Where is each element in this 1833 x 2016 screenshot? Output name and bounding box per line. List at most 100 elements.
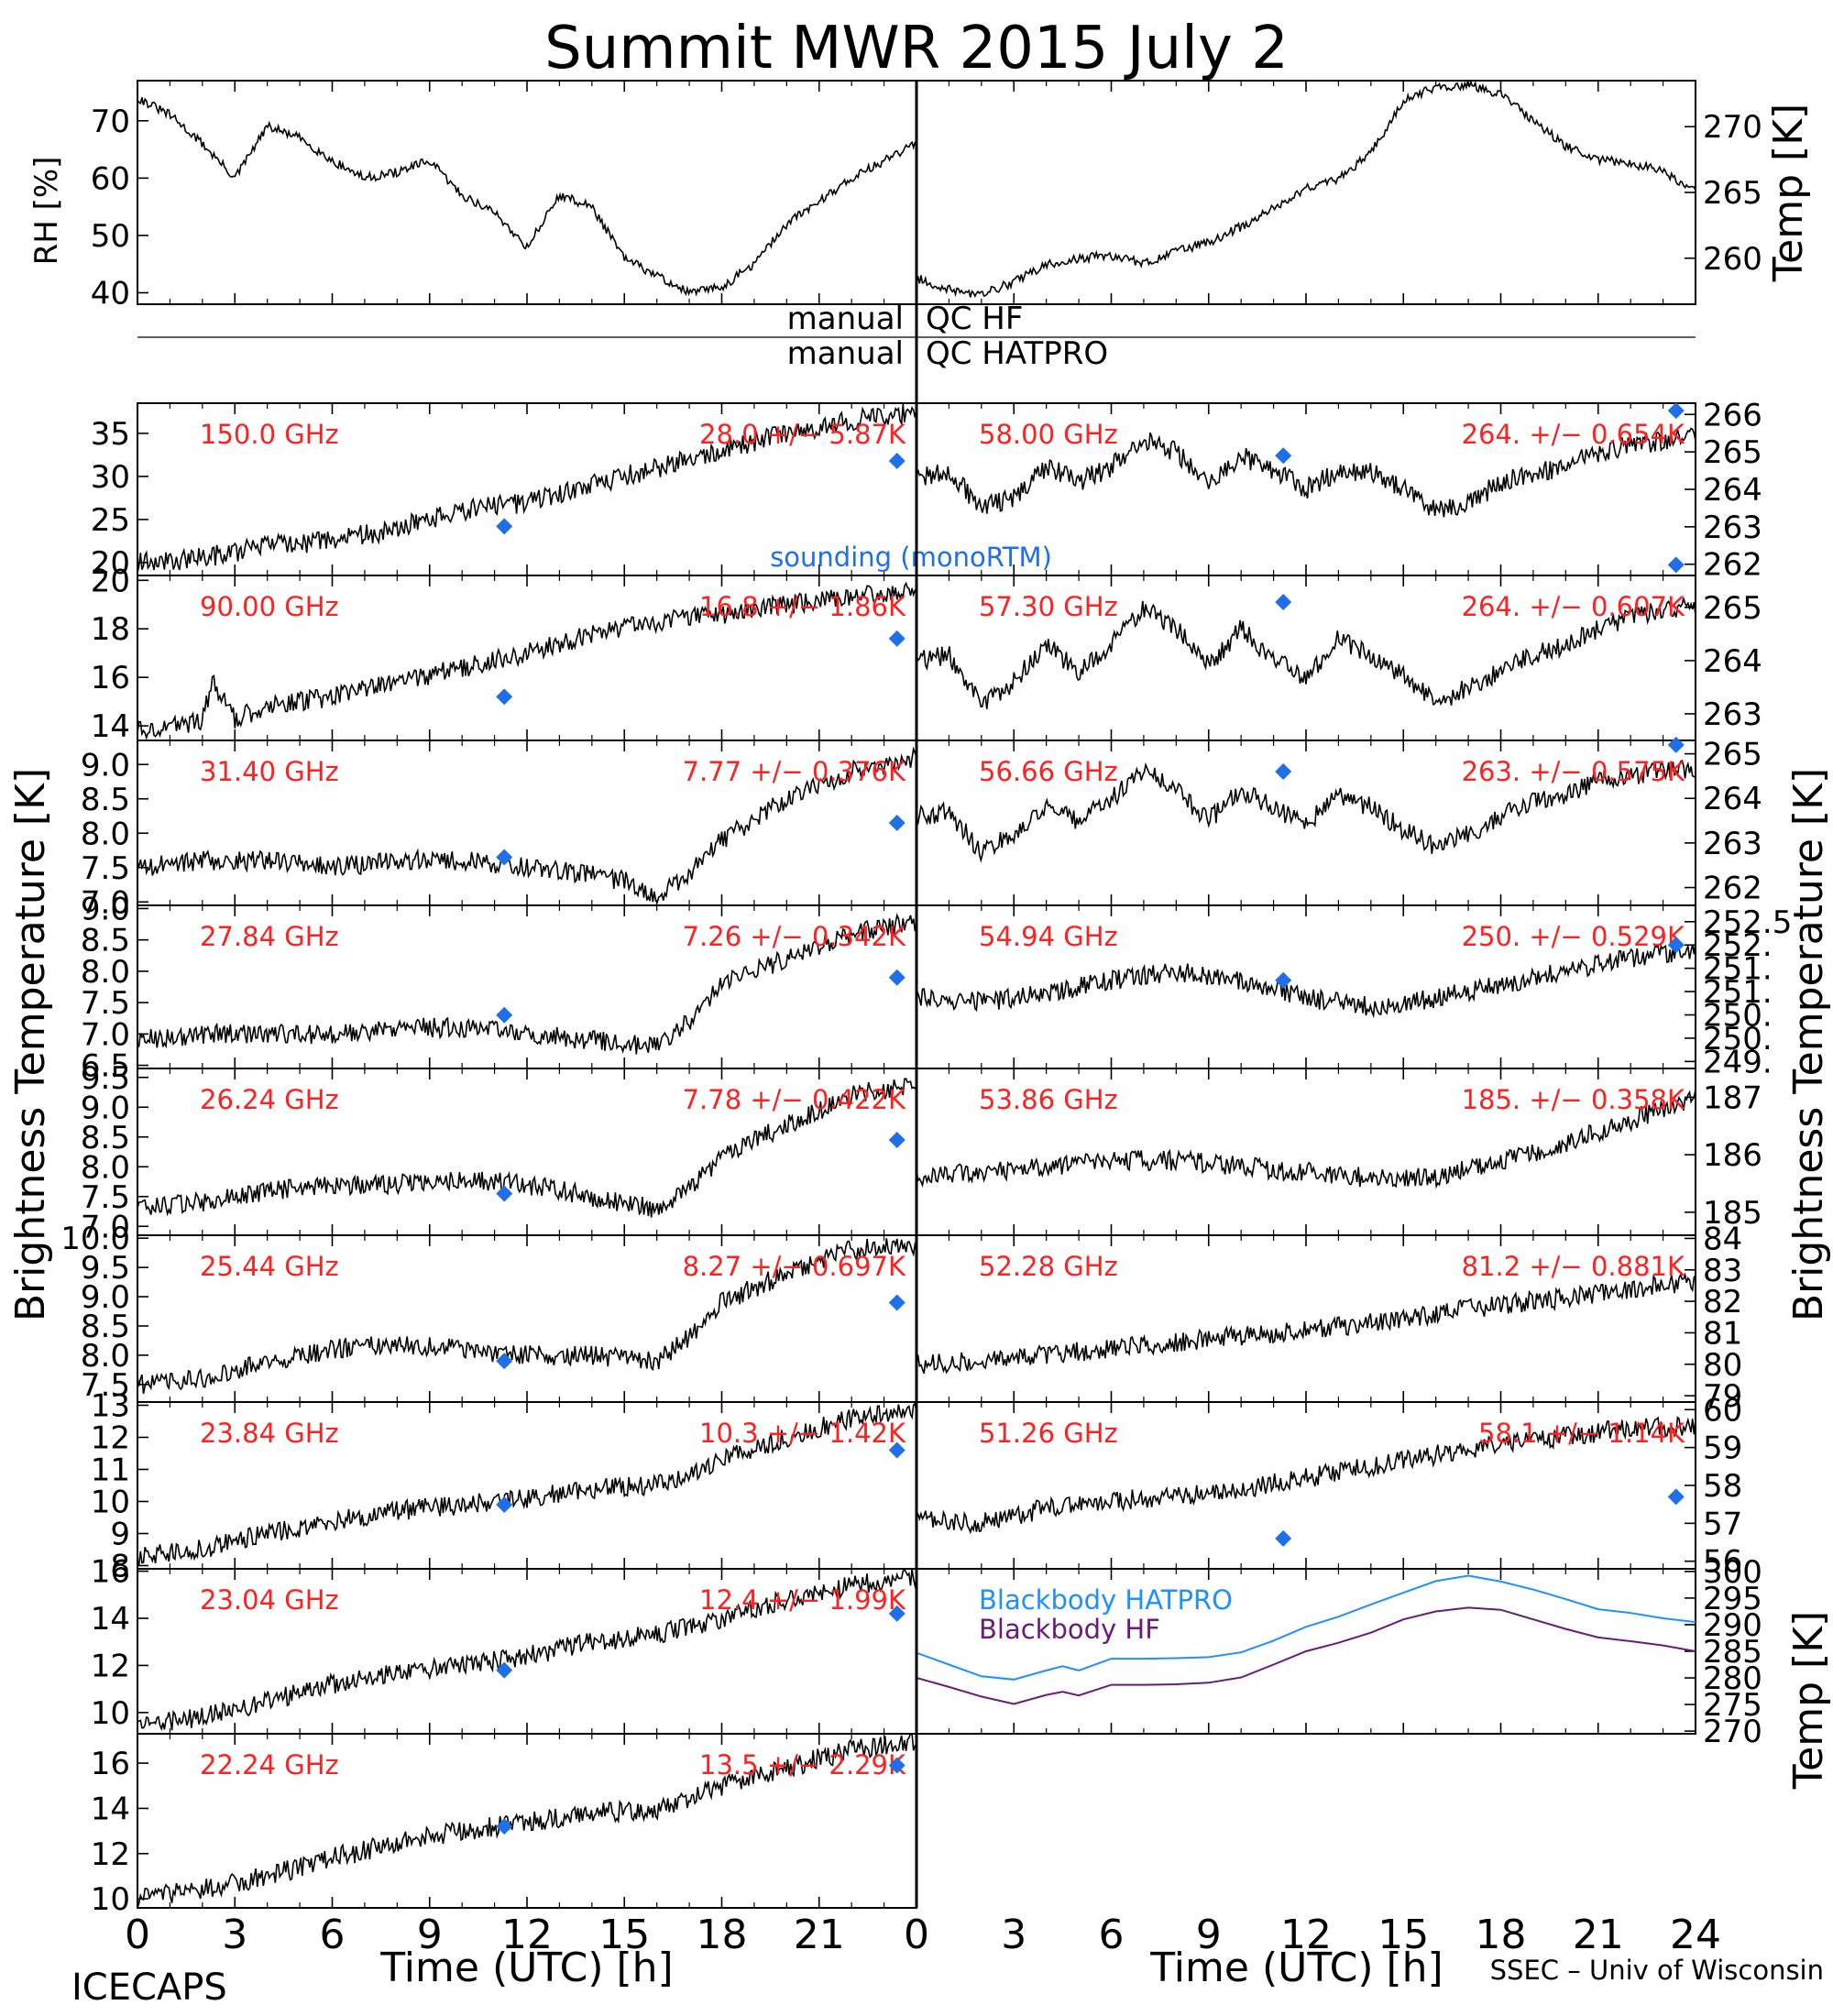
panel-13-trace (916, 759, 1696, 863)
panel-2-sounding-marker (496, 518, 513, 535)
panel-4-sounding-marker (496, 849, 513, 866)
panel-4-ytick-label: 8.5 (81, 782, 130, 818)
panel-10-ytick-label: 14 (91, 1791, 130, 1827)
x-tick-label: 15 (598, 1912, 650, 1958)
panel-12-stat-label: 264. +/− 0.607K (1462, 591, 1685, 622)
panel-10-ytick-label: 12 (91, 1836, 130, 1873)
panel-15-ytick-label: 185 (1703, 1195, 1762, 1232)
panel-5-sounding-marker (496, 1006, 513, 1024)
panel-7-ytick-label: 9.0 (81, 1279, 130, 1316)
panel-6-ytick-label: 9.5 (81, 1060, 130, 1097)
blackbody-series-1 (916, 1606, 1696, 1705)
panel-10-stat-label: 13.5 +/− 2.29K (699, 1749, 906, 1780)
panel-9-freq-label: 23.04 GHz (200, 1584, 339, 1616)
panel-1-ytick-label: 265 (1703, 175, 1762, 212)
panel-3-sounding-marker (888, 630, 906, 647)
panel-5-trace (137, 913, 917, 1055)
panel-12-ytick-label: 264 (1703, 643, 1762, 680)
panel-8-trace (137, 1401, 917, 1566)
panel-17-ytick-label: 59 (1703, 1430, 1742, 1467)
panel-0-frame (137, 80, 917, 305)
panel-5-ytick-label: 7.5 (81, 985, 130, 1022)
panel-9-stat-label: 12.4 +/− 1.99K (699, 1584, 906, 1616)
panel-9-ytick-label: 16 (91, 1554, 130, 1591)
panel-4-trace (137, 746, 917, 904)
x-tick-label: 18 (1476, 1912, 1527, 1958)
panel-17-ytick-label: 60 (1703, 1392, 1742, 1429)
x-tick-label: 24 (1670, 1912, 1721, 1958)
panel-14-ytick-label: 251. (1703, 951, 1773, 988)
panel-14-sounding-marker (1275, 971, 1292, 989)
panel-3-ytick-label: 18 (91, 611, 130, 648)
panel-7-ytick-label: 7.5 (81, 1367, 130, 1404)
panel-2-ytick-label: 30 (91, 459, 130, 496)
panel-4-freq-label: 31.40 GHz (200, 756, 339, 787)
panel-2-sounding-marker (888, 452, 906, 469)
temp-bb-axis-title: Temp [K] (1785, 1611, 1832, 1790)
panel-1-trace (916, 79, 1696, 299)
panel-8-freq-label: 23.84 GHz (200, 1418, 339, 1449)
panel-7-ytick-label: 9.5 (81, 1250, 130, 1287)
panel-8-ytick-label: 13 (91, 1388, 130, 1425)
qc-hatpro-left-label: manual (787, 335, 904, 372)
panel-13-sounding-marker (1275, 763, 1292, 781)
panel-5-ytick-label: 8.5 (81, 923, 130, 959)
panel-18-ytick-label: 275 (1703, 1687, 1762, 1724)
qc-hatpro-right-label: QC HATPRO (926, 335, 1108, 372)
panel-10-ytick-label: 16 (91, 1746, 130, 1782)
panel-4-sounding-marker (888, 815, 906, 831)
x-tick-label: 0 (125, 1912, 150, 1958)
panel-18-ytick-label: 270 (1703, 1714, 1762, 1750)
right-bt-axis-title: Brightness Temperature [K] (1785, 768, 1832, 1321)
panel-3-freq-label: 90.00 GHz (200, 591, 339, 622)
panel-0-ytick-label: 40 (91, 275, 130, 312)
panel-15-ytick-label: 187 (1703, 1079, 1762, 1116)
panel-6-sounding-marker (888, 1132, 906, 1148)
panel-5-ytick-label: 6.5 (81, 1048, 130, 1085)
panel-6-ytick-label: 9.0 (81, 1090, 130, 1126)
panel-4-ytick-label: 9.0 (81, 747, 130, 783)
panel-5-sounding-marker (888, 969, 906, 986)
panel-8-ytick-label: 9 (110, 1517, 130, 1553)
panel-5-ytick-label: 9.0 (81, 891, 130, 927)
panel-7-stat-label: 8.27 +/− 0.697K (683, 1251, 906, 1282)
panel-7-sounding-marker (888, 1294, 906, 1311)
x-tick-label: 3 (1001, 1912, 1026, 1958)
panel-2-stat-label: 28.0 +/− 5.87K (699, 419, 906, 450)
panel-16-stat-label: 81.2 +/− 0.881K (1462, 1251, 1685, 1282)
panel-12-trace (916, 597, 1696, 709)
panel-8-ytick-label: 11 (91, 1452, 130, 1489)
panel-17-stat-label: 58.1 +/− 1.14K (1478, 1418, 1685, 1449)
panel-3-ytick-label: 20 (91, 563, 130, 599)
panel-15-freq-label: 53.86 GHz (979, 1084, 1118, 1115)
panel-12-ytick-label: 265 (1703, 590, 1762, 627)
panel-2-freq-label: 150.0 GHz (200, 419, 339, 450)
panel-15-trace (916, 1089, 1696, 1189)
panel-6-sounding-marker (496, 1185, 513, 1202)
panel-11-sounding-marker (1275, 447, 1292, 465)
legend-entry-1: Blackbody HF (979, 1614, 1160, 1645)
panel-3-sounding-marker (496, 688, 513, 706)
panel-9-sounding-marker (496, 1661, 513, 1679)
panel-9-sounding-marker (888, 1605, 906, 1622)
panel-14-ytick-label: 250. (1703, 1021, 1773, 1057)
panel-9-ytick-label: 10 (91, 1695, 130, 1732)
panel-2-trace (137, 403, 917, 574)
panel-7-ytick-label: 8.0 (81, 1338, 130, 1375)
panel-13-stat-label: 263. +/− 0.575K (1462, 756, 1685, 787)
x-tick-label: 9 (1196, 1912, 1222, 1958)
x-axis-title-right: Time (UTC) [h] (1149, 1945, 1443, 1991)
panel-4-ytick-label: 7.5 (81, 850, 130, 887)
panel-14-ytick-label: 250. (1703, 998, 1773, 1035)
panel-0-trace (137, 97, 917, 297)
panel-18-ytick-label: 280 (1703, 1660, 1762, 1697)
panel-4-ytick-label: 7.0 (81, 884, 130, 921)
qc-hf-left-label: manual (787, 301, 904, 337)
panel-18-ytick-label: 285 (1703, 1634, 1762, 1671)
chart-title: Summit MWR 2015 July 2 (544, 15, 1289, 82)
panel-0-ytick-label: 50 (91, 218, 130, 255)
panel-8-ytick-label: 12 (91, 1420, 130, 1457)
panel-3-stat-label: 16.8 +/− 1.86K (699, 591, 906, 622)
panel-16-freq-label: 52.28 GHz (979, 1251, 1118, 1282)
